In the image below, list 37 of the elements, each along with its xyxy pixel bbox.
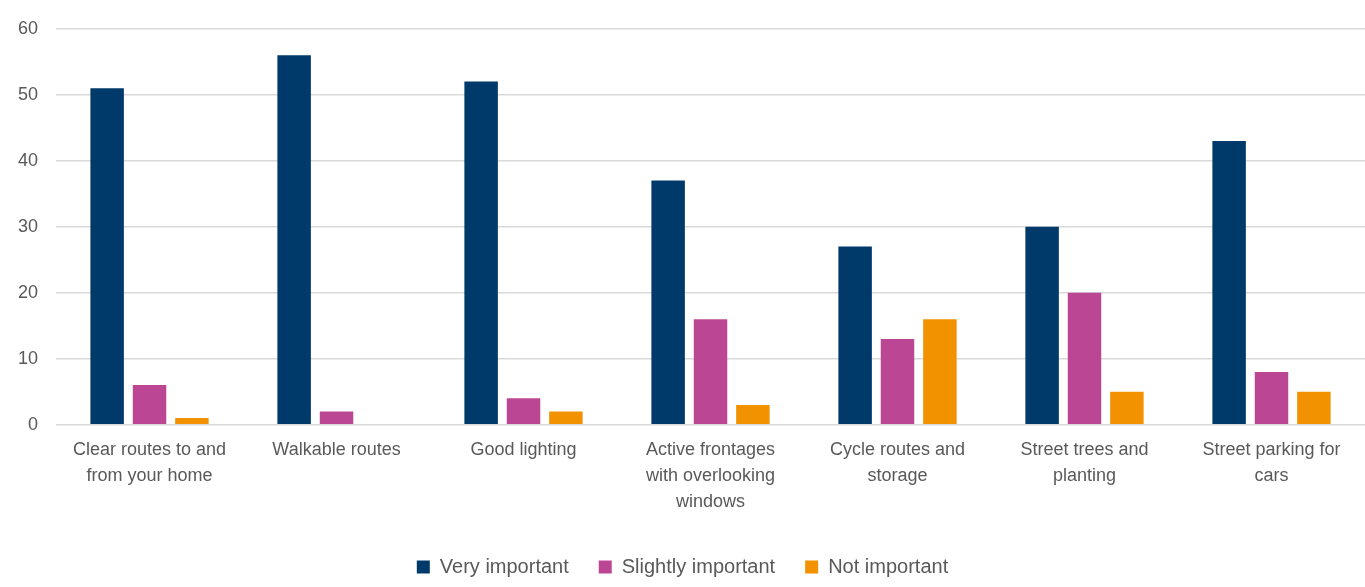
y-tick-label: 40	[17, 149, 39, 170]
y-tick-label: 10	[17, 347, 39, 368]
bar	[1067, 292, 1102, 424]
bar	[90, 88, 124, 424]
bar	[693, 319, 728, 424]
y-tick-label: 0	[28, 413, 39, 434]
bar	[506, 398, 541, 424]
bar	[464, 81, 498, 424]
x-tick-label: Clear routes to and from your home	[72, 438, 227, 485]
y-tick-label: 30	[17, 215, 39, 236]
bar	[880, 338, 915, 424]
x-tick-label: Cycle routes and storage	[829, 438, 966, 485]
bar	[277, 55, 311, 424]
y-tick-label: 60	[17, 17, 39, 38]
x-tick-label: Street trees and planting	[1020, 438, 1149, 485]
x-tick-label: Walkable routes	[272, 438, 401, 459]
bar	[1212, 140, 1246, 424]
x-tick-label: Active frontages with overlooking windows	[644, 438, 776, 511]
bar	[1297, 391, 1331, 424]
legend-label: Very important	[439, 554, 570, 577]
legend-label: Slightly important	[621, 554, 776, 577]
bar	[838, 246, 872, 424]
bar	[549, 411, 583, 424]
bar	[1025, 226, 1059, 424]
bar	[175, 418, 209, 424]
bar	[319, 411, 354, 424]
bar	[132, 385, 167, 424]
x-tick-label: Street parking for cars	[1202, 438, 1341, 485]
y-tick-label: 20	[17, 281, 39, 302]
bar	[1110, 391, 1144, 424]
bar	[923, 319, 957, 424]
legend-label: Not important	[828, 554, 949, 577]
bar	[736, 404, 770, 424]
x-tick-label: Good lighting	[470, 438, 577, 459]
bar	[1254, 371, 1289, 424]
bar	[651, 180, 685, 424]
y-tick-label: 50	[17, 83, 39, 104]
